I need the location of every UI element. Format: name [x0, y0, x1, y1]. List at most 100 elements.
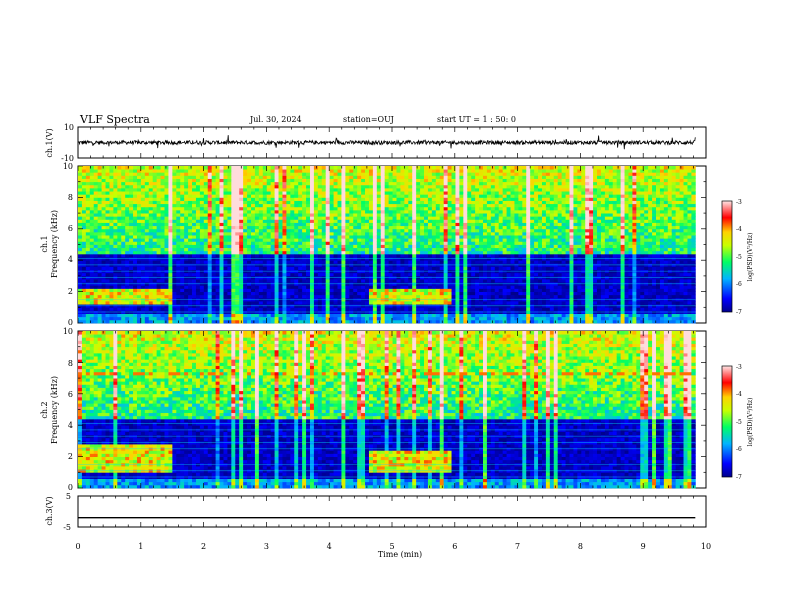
- spectrogram-cell: [262, 175, 268, 179]
- spectrogram-cell: [345, 206, 350, 211]
- spectrogram-cell: [317, 260, 323, 264]
- spectrogram-cell: [148, 291, 154, 296]
- spectrogram-cell: [207, 294, 213, 299]
- spectrogram-cell: [93, 319, 99, 324]
- spectrogram-cell: [455, 175, 460, 179]
- spectrogram-cell: [420, 222, 425, 227]
- spectrogram-cell: [357, 225, 362, 230]
- spectrogram-cell: [223, 316, 228, 321]
- spectrogram-cell: [337, 200, 342, 205]
- spectrogram-cell: [353, 313, 358, 318]
- spectrogram-cell: [420, 316, 425, 321]
- spectrogram-cell: [400, 266, 405, 271]
- spectrogram-cell: [427, 166, 433, 170]
- spectrogram-cell: [365, 291, 370, 296]
- spectrogram-cell: [317, 169, 323, 173]
- spectrogram-cell: [451, 213, 456, 217]
- spectrogram-cell: [337, 319, 342, 324]
- spectrogram-cell: [93, 266, 99, 271]
- spectrogram-cell: [294, 166, 299, 170]
- spectrogram-cell: [384, 225, 390, 230]
- spectrogram-cell: [121, 313, 126, 318]
- spectrogram-cell: [101, 288, 106, 292]
- spectrogram-cell: [180, 228, 185, 233]
- spectrogram-cell: [278, 272, 283, 277]
- spectrogram-cell: [148, 307, 154, 311]
- spectrogram-cell: [227, 200, 232, 205]
- spectrogram-cell: [156, 172, 161, 176]
- spectrogram-cell: [184, 291, 189, 296]
- spectrogram-cell: [455, 172, 460, 176]
- spectrogram-cell: [463, 279, 468, 283]
- spectrogram-cell: [195, 181, 201, 186]
- spectrogram-cell: [258, 178, 264, 183]
- spectrogram-cell: [235, 187, 240, 192]
- spectrogram-cell: [321, 266, 327, 271]
- spectrogram-cell: [140, 294, 146, 299]
- spectrogram-cell: [333, 235, 338, 239]
- spectrogram-cell: [435, 166, 441, 170]
- spectrogram-cell: [156, 316, 161, 321]
- spectrogram-cell: [133, 260, 138, 264]
- spectrogram-cell: [133, 172, 138, 176]
- spectrogram-cell: [443, 216, 449, 220]
- spectrogram-cell: [321, 200, 327, 205]
- spectrogram-cell: [451, 291, 456, 296]
- spectrogram-cell: [294, 272, 299, 277]
- spectrogram-cell: [282, 250, 287, 255]
- spectrogram-cell: [467, 291, 472, 296]
- spectrogram-cell: [286, 301, 291, 305]
- spectrogram-cell: [164, 169, 169, 173]
- spectrogram-cell: [427, 241, 433, 245]
- spectrogram-cell: [274, 250, 279, 255]
- spectrogram-cell: [254, 219, 260, 223]
- spectrogram-cell: [313, 187, 319, 192]
- spectrogram-cell: [192, 225, 197, 230]
- spectrogram-cell: [384, 253, 390, 258]
- spectrogram-cell: [211, 253, 217, 258]
- spectrogram-cell: [341, 216, 346, 220]
- spectrogram-cell: [349, 187, 354, 192]
- spectrogram-cell: [254, 206, 260, 211]
- spectrogram-cell: [396, 200, 401, 205]
- spectrogram-cell: [329, 241, 334, 245]
- spectrogram-cell: [125, 288, 130, 292]
- spectrogram-cell: [262, 294, 268, 299]
- spectrogram-cell: [97, 203, 102, 208]
- spectrogram-cell: [129, 244, 134, 249]
- spectrogram-cell: [325, 250, 331, 255]
- spectrogram-cell: [148, 253, 154, 258]
- spectrogram-cell: [282, 175, 287, 179]
- spectrogram-cell: [133, 285, 138, 289]
- spectrogram-cell: [156, 225, 161, 230]
- spectrogram-cell: [156, 222, 161, 227]
- ch1-waveform-ylabel: ch.1(V): [45, 128, 54, 157]
- spectrogram-cell: [121, 301, 126, 305]
- spectrogram-cell: [298, 272, 303, 277]
- spectrogram-cell: [125, 301, 130, 305]
- spectrogram-cell: [290, 316, 295, 321]
- spectrogram-cell: [349, 219, 354, 223]
- spectrogram-cell: [125, 319, 130, 324]
- spectrogram-cell: [435, 244, 441, 249]
- spectrogram-cell: [109, 238, 114, 242]
- spectrogram-cell: [215, 253, 220, 258]
- spectrogram-cell: [447, 206, 452, 211]
- spectrogram-cell: [203, 231, 209, 236]
- spectrogram-cell: [164, 231, 169, 236]
- spectrogram-cell: [78, 301, 83, 305]
- spectrogram-cell: [117, 209, 122, 214]
- spectrogram-cell: [235, 250, 240, 255]
- spectrogram-cell: [270, 316, 275, 321]
- spectrogram-cell: [164, 194, 169, 198]
- spectrogram-cell: [353, 191, 358, 195]
- spectrogram-cell: [133, 231, 138, 236]
- spectrogram-cell: [101, 260, 106, 264]
- spectrogram-cell: [85, 231, 91, 236]
- spectrogram-cell: [309, 178, 315, 183]
- spectrogram-cell: [251, 244, 256, 249]
- spectrogram-cell: [243, 291, 248, 296]
- spectrogram-cell: [105, 294, 110, 299]
- spectrogram-cell: [274, 266, 279, 271]
- spectrogram-cell: [109, 231, 114, 236]
